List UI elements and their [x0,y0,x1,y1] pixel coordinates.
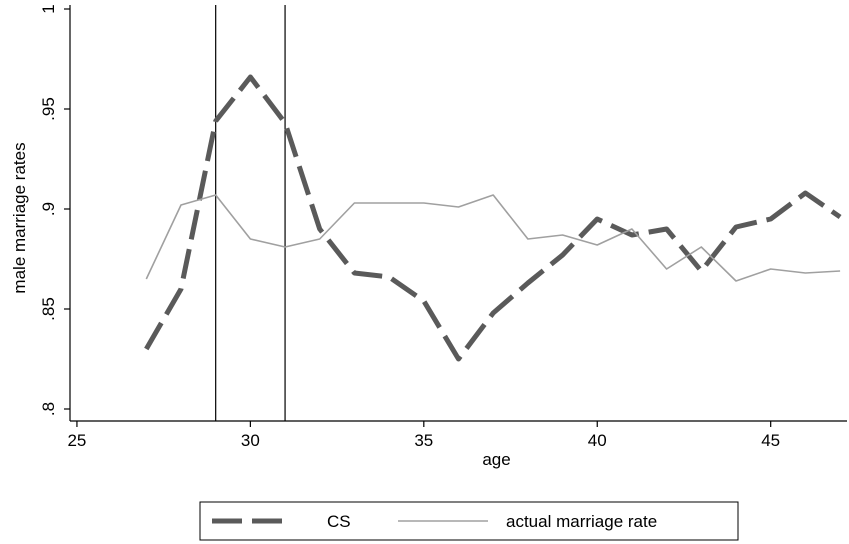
y-axis-title: male marriage rates [10,142,29,293]
y-tick-label: 1 [39,4,58,13]
legend: CS actual marriage rate [199,501,739,541]
x-tick-label: 45 [761,431,780,450]
series-line [145,194,841,282]
x-axis-title: age [482,450,510,469]
x-tick-label: 30 [241,431,260,450]
series-line [144,74,842,362]
x-tick-label: 40 [588,431,607,450]
y-tick-label: .85 [39,297,58,321]
y-tick-label: .95 [39,97,58,121]
axes: 25 30 35 40 45 .8 .85 .9 .95 1 age male marriage ra… [10,4,847,469]
y-tick-label: .9 [39,202,58,216]
legend-label: actual marriage rate [506,512,657,531]
x-tick-label: 35 [414,431,433,450]
x-tick-label: 25 [67,431,86,450]
plot-area [144,5,842,421]
y-tick-label: .8 [39,402,58,416]
legend-label: CS [327,512,351,531]
